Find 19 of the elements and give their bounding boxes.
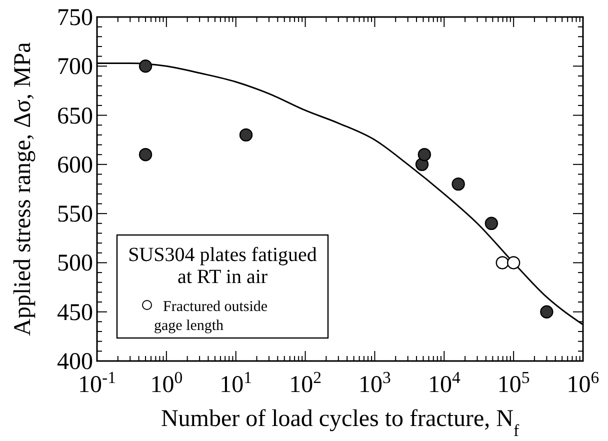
y-tick-label: 400 bbox=[57, 349, 93, 375]
x-tick-label: 10$^{6}$ bbox=[566, 368, 600, 398]
y-tick-label: 450 bbox=[57, 300, 93, 326]
x-tick-label: 10$^{0}$ bbox=[150, 368, 183, 398]
x-tick-label: 10$^{2}$ bbox=[289, 368, 322, 398]
x-tick-label: 10$^{5}$ bbox=[497, 368, 530, 398]
y-tick-label: 650 bbox=[57, 103, 93, 130]
x-tick-label: 10$^{3}$ bbox=[358, 368, 391, 398]
legend-title: SUS304 plates fatigued at RT in air bbox=[128, 244, 317, 288]
y-tick-label: 600 bbox=[57, 152, 93, 178]
x-tick-label: 10$^{1}$ bbox=[220, 368, 252, 398]
y-tick-label: 700 bbox=[57, 54, 93, 80]
legend-label: Fractured outside gage length bbox=[154, 299, 268, 334]
y-axis-title: Applied stress range, Δσ, MPa bbox=[10, 42, 36, 336]
y-tick-label: 500 bbox=[57, 250, 93, 277]
y-tick-label: 550 bbox=[57, 202, 93, 228]
x-axis-title: Number of load cycles to fracture, N$_{f}$ bbox=[160, 406, 520, 440]
x-tick-label: 10$^{4}$ bbox=[428, 368, 461, 398]
y-tick-label: 750 bbox=[57, 5, 93, 31]
